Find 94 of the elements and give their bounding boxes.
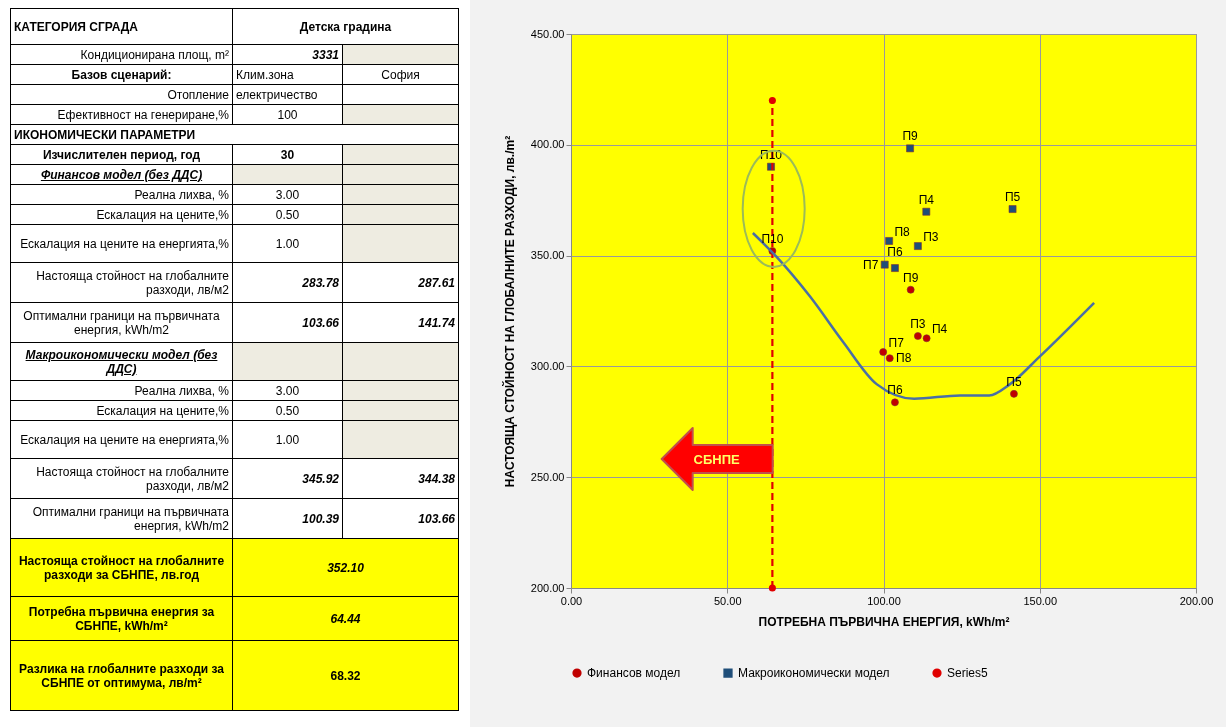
text: Детска градина (232, 8, 459, 45)
point (885, 237, 893, 245)
annotation: П9 (902, 129, 919, 144)
text: Ескалация на цените на енергията,% (10, 224, 233, 263)
annotation: П3 (923, 230, 939, 245)
text: 30 (232, 144, 343, 165)
text: 0.50 (232, 204, 343, 225)
point (914, 242, 922, 250)
x-tick-label: 200.00 (1179, 594, 1214, 607)
x-tick-label: 0.00 (560, 594, 583, 607)
annotation: П4 (931, 322, 948, 337)
text: 103.66 (232, 302, 343, 343)
text: Настояща стойност на глобалните разходи, лв/м2 (10, 458, 233, 499)
point (922, 207, 931, 216)
text: Настояща стойност на глобалните разходи за СБНПЕ, лв.год (10, 538, 233, 597)
annotation: П6 (887, 245, 903, 260)
text: 287.61 (342, 262, 459, 303)
text: ИКОНОМИЧЕСКИ ПАРАМЕТРИ (10, 124, 459, 145)
text: Ескалация на цените на енергията,% (10, 420, 233, 459)
text: 283.78 (232, 262, 343, 303)
point (891, 264, 899, 272)
text: Оптимални граници на първичната енергия, kWh/m2 (10, 302, 233, 343)
text: Реална лихва, % (10, 380, 233, 401)
point (1010, 390, 1018, 398)
text: 3.00 (232, 380, 343, 401)
legend-label: Series5 (947, 666, 989, 681)
text: Оптимални граници на първичната енергия, kWh/m2 (10, 498, 233, 539)
text: 100.39 (232, 498, 343, 539)
point (768, 96, 776, 105)
annotation: П3 (910, 317, 926, 332)
y-tick-label: 250.00 (530, 470, 565, 483)
text: Потребна първична енергия за СБНПЕ, kWh/m² (10, 596, 233, 641)
text: 103.66 (342, 498, 459, 539)
point (906, 285, 915, 294)
text: 3.00 (232, 184, 343, 205)
point (880, 260, 889, 269)
text: Макроикономически модел (без ДДС) (10, 342, 233, 381)
point (891, 398, 899, 407)
left-arrow: СБНПЕ (660, 427, 774, 491)
x-tick-label: 50.00 (713, 594, 742, 607)
y-tick-label: 350.00 (530, 249, 565, 262)
annotation: П5 (1004, 190, 1021, 205)
text: Клим.зона (232, 64, 343, 85)
point (768, 584, 776, 592)
annotation: П8 (894, 224, 911, 239)
x-axis-title: ПОТРЕБНА ПЪРВИЧНА ЕНЕРГИЯ, kWh/m² (758, 614, 1010, 629)
annotation: П9 (903, 270, 919, 285)
y-tick-label: 300.00 (530, 359, 565, 372)
text: 64.44 (232, 596, 459, 641)
text: Отопление (10, 84, 233, 105)
text: 1.00 (232, 420, 343, 459)
text: 345.92 (232, 458, 343, 499)
text: София (342, 64, 459, 85)
text: Базов сценарий: (10, 64, 233, 85)
text: 3331 (232, 44, 343, 65)
text: 352.10 (232, 538, 459, 597)
point (922, 334, 931, 343)
text: 0.50 (232, 400, 343, 421)
y-tick-label: 400.00 (530, 138, 565, 151)
text: 1.00 (232, 224, 343, 263)
point (1008, 205, 1017, 213)
legend-label: Макроикономически модел (738, 666, 890, 681)
text: 68.32 (232, 640, 459, 711)
text: 141.74 (342, 302, 459, 343)
annotation: П8 (896, 351, 912, 366)
text: Финансов модел (без ДДС) (10, 164, 233, 185)
y-tick-label: 450.00 (530, 27, 565, 40)
x-tick-label: 150.00 (1023, 594, 1058, 607)
legend-label: Финансов модел (587, 666, 681, 681)
text: 344.38 (342, 458, 459, 499)
text: Кондиционирана площ, m² (10, 44, 233, 65)
text: електричество (232, 84, 343, 105)
point (914, 332, 922, 340)
text: 100 (232, 104, 343, 125)
text: Реална лихва, % (10, 184, 233, 205)
annotation: П7 (888, 336, 905, 350)
text: Изчислителен период, год (10, 144, 233, 165)
annotation: П10 (761, 231, 784, 246)
point (906, 144, 914, 153)
text: Ефективност на генериране,% (10, 104, 233, 125)
point (885, 354, 894, 363)
text: КАТЕГОРИЯ СГРАДА (10, 8, 233, 45)
annotation: П4 (918, 192, 935, 207)
text: Разлика на глобалните разходи за СБНПЕ от оптимума, лв/m² (10, 640, 233, 711)
annotation: П6 (887, 383, 903, 398)
y-tick-label: 200.00 (530, 581, 565, 594)
annotation: СБНПЕ (693, 452, 741, 467)
text: Ескалация на цените,% (10, 204, 233, 225)
point (879, 348, 888, 356)
x-tick-label: 100.00 (867, 594, 901, 607)
annotation: П7 (863, 257, 879, 272)
text: Ескалация на цените,% (10, 400, 233, 421)
text: Настояща стойност на глобалните разходи, лв/м2 (10, 262, 233, 303)
y-axis-title: НАСТОЯЩА СТОЙНОСТ НА ГЛОБАЛНИТЕ РАЗХОДИ, лв./m² (501, 135, 517, 488)
